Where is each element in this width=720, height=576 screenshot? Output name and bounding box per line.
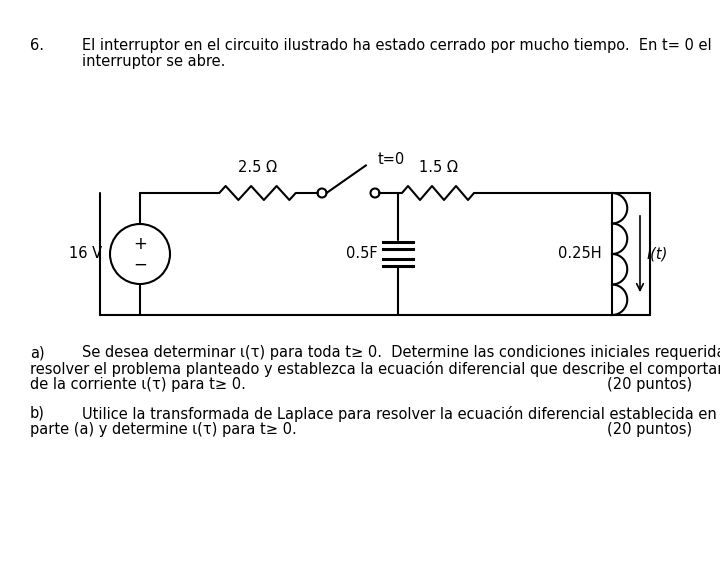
Text: t=0: t=0 bbox=[378, 152, 405, 167]
Text: +: + bbox=[133, 235, 147, 253]
Text: 6.: 6. bbox=[30, 38, 44, 53]
Text: −: − bbox=[133, 256, 147, 274]
Text: (20 puntos): (20 puntos) bbox=[607, 422, 692, 437]
Text: 2.5 Ω: 2.5 Ω bbox=[238, 160, 277, 175]
Text: Se desea determinar ι(τ) para toda t≥ 0.  Determine las condiciones iniciales re: Se desea determinar ι(τ) para toda t≥ 0.… bbox=[82, 345, 720, 360]
Text: i(t): i(t) bbox=[646, 247, 667, 262]
Text: a): a) bbox=[30, 345, 45, 360]
Text: b): b) bbox=[30, 406, 45, 421]
Text: 1.5 Ω: 1.5 Ω bbox=[418, 160, 457, 175]
Text: 0.25H: 0.25H bbox=[559, 247, 602, 262]
Text: El interruptor en el circuito ilustrado ha estado cerrado por mucho tiempo.  En : El interruptor en el circuito ilustrado … bbox=[82, 38, 711, 53]
Text: 0.5F: 0.5F bbox=[346, 247, 378, 262]
Text: de la corriente ι(τ) para t≥ 0.: de la corriente ι(τ) para t≥ 0. bbox=[30, 377, 246, 392]
Text: resolver el problema planteado y establezca la ecuación diferencial que describe: resolver el problema planteado y estable… bbox=[30, 361, 720, 377]
Text: 16 V: 16 V bbox=[69, 247, 102, 262]
Text: Utilice la transformada de Laplace para resolver la ecuación diferencial estable: Utilice la transformada de Laplace para … bbox=[82, 406, 720, 422]
Text: parte (a) y determine ι(τ) para t≥ 0.: parte (a) y determine ι(τ) para t≥ 0. bbox=[30, 422, 297, 437]
Text: interruptor se abre.: interruptor se abre. bbox=[82, 54, 225, 69]
Text: (20 puntos): (20 puntos) bbox=[607, 377, 692, 392]
